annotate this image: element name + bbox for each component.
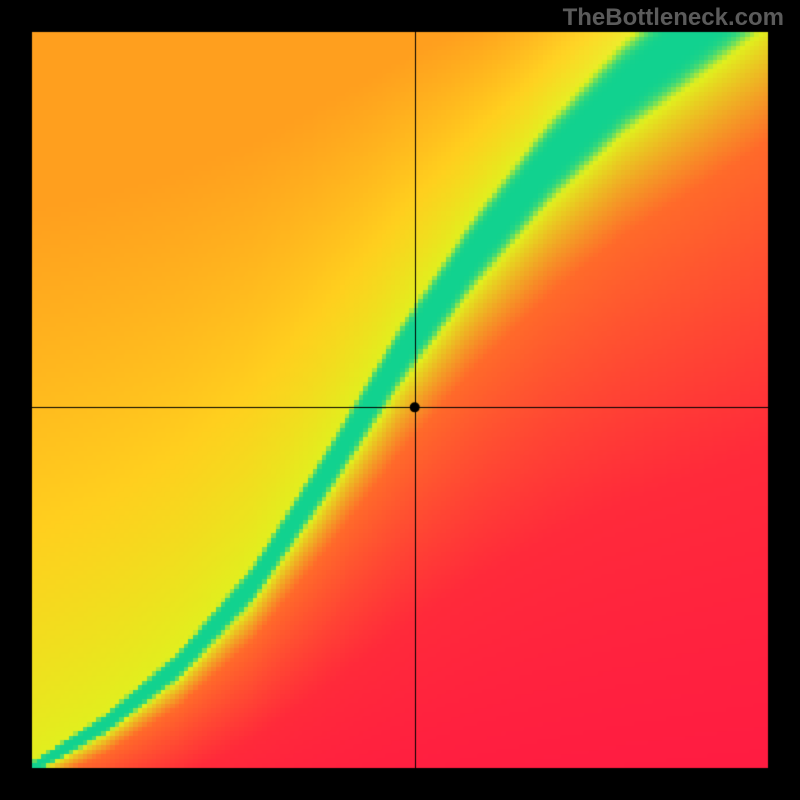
bottleneck-heatmap <box>0 0 800 800</box>
watermark-text: TheBottleneck.com <box>563 4 784 32</box>
chart-container: TheBottleneck.com <box>0 0 800 800</box>
